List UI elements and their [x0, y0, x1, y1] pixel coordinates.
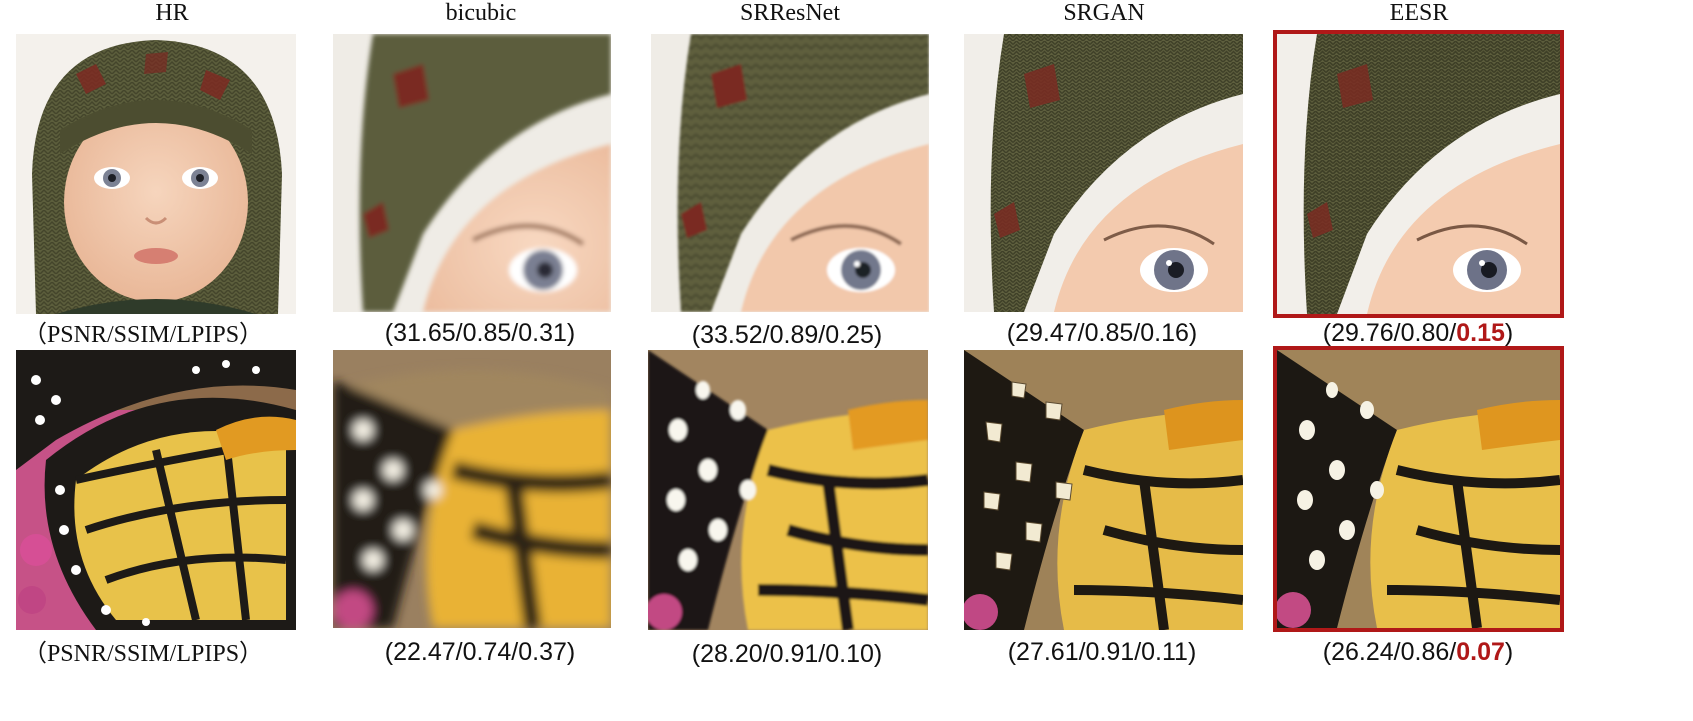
- baby-hr-caption: （PSNR/SSIM/LPIPS）: [22, 322, 264, 348]
- baby-srresnet-image: [651, 34, 929, 312]
- column-header-eesr: EESR: [1389, 0, 1449, 26]
- butterfly-srresnet-image: [648, 350, 928, 630]
- butterfly-eesr-caption-suffix: ): [1504, 638, 1514, 666]
- baby-eesr-image: [1277, 34, 1560, 314]
- baby-eesr-caption-suffix: ): [1504, 319, 1514, 347]
- butterfly-srgan-image: [964, 350, 1243, 630]
- baby-srresnet-caption: (33.52/0.89/0.25): [691, 321, 883, 349]
- butterfly-srresnet-caption: (28.20/0.91/0.10): [691, 640, 883, 668]
- baby-hr-image: [16, 34, 296, 314]
- baby-srgan-caption: (29.47/0.85/0.16): [1006, 319, 1198, 347]
- butterfly-eesr-caption-prefix: (26.24/0.86/: [1322, 638, 1457, 666]
- butterfly-bicubic-illustration: [333, 350, 611, 628]
- butterfly-srgan-illustration: [964, 350, 1243, 630]
- butterfly-bicubic-image: [333, 350, 611, 628]
- baby-srgan-image: [964, 34, 1243, 312]
- column-header-srresnet: SRResNet: [739, 0, 841, 26]
- butterfly-srgan-caption: (27.61/0.91/0.11): [1007, 638, 1197, 666]
- butterfly-eesr-illustration: [1277, 350, 1560, 628]
- column-header-bicubic: bicubic: [445, 0, 517, 26]
- baby-eesr-best-lpips: 0.15: [1456, 319, 1505, 347]
- butterfly-srresnet-illustration: [648, 350, 928, 630]
- column-header-hr: HR: [155, 0, 189, 26]
- baby-srgan-illustration: [964, 34, 1243, 312]
- baby-bicubic-image: [333, 34, 611, 312]
- butterfly-hr-image: [16, 350, 296, 630]
- butterfly-eesr-image: [1277, 350, 1560, 628]
- butterfly-hr-caption: （PSNR/SSIM/LPIPS）: [22, 641, 264, 667]
- baby-srresnet-illustration: [651, 34, 929, 312]
- baby-bicubic-illustration: [333, 34, 611, 312]
- baby-hr-illustration: [16, 34, 296, 314]
- column-header-srgan: SRGAN: [1063, 0, 1145, 26]
- butterfly-eesr-caption: (26.24/0.86/0.07): [1323, 637, 1513, 667]
- butterfly-bicubic-caption: (22.47/0.74/0.37): [384, 638, 576, 666]
- baby-bicubic-caption: (31.65/0.85/0.31): [384, 319, 576, 347]
- baby-eesr-illustration: [1277, 34, 1560, 314]
- baby-eesr-caption: (29.76/0.80/0.15): [1323, 318, 1513, 348]
- baby-eesr-caption-prefix: (29.76/0.80/: [1322, 319, 1457, 347]
- butterfly-hr-illustration: [16, 350, 296, 630]
- butterfly-eesr-best-lpips: 0.07: [1456, 638, 1505, 666]
